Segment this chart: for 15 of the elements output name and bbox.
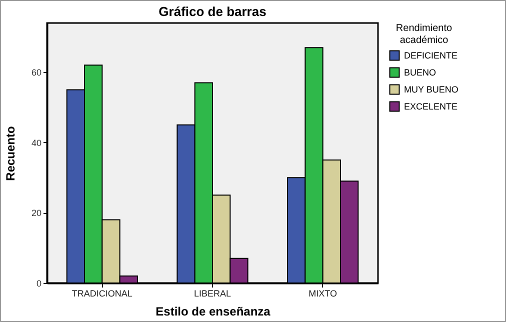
legend-label: BUENO [404,68,436,78]
y-tick-label: 20 [31,208,42,218]
legend-title: Rendimiento académico [396,23,453,46]
y-axis-title: Recuento [3,126,18,181]
x-axis-title: Estilo de enseñanza [156,304,271,318]
chart-title: Gráfico de barras [158,4,266,19]
y-tick-label: 60 [31,68,42,78]
x-tick-label: MIXTO [308,288,338,298]
y-tick-label: 40 [31,138,42,148]
y-tick-label: 0 [36,278,42,288]
legend-label: MUY BUENO [404,84,458,94]
x-tick-label: LIBERAL [194,288,232,298]
legend-label: EXCELENTE [404,102,458,112]
x-tick-label: TRADICIONAL [72,288,132,298]
legend-label: DEFICIENTE [404,50,458,60]
